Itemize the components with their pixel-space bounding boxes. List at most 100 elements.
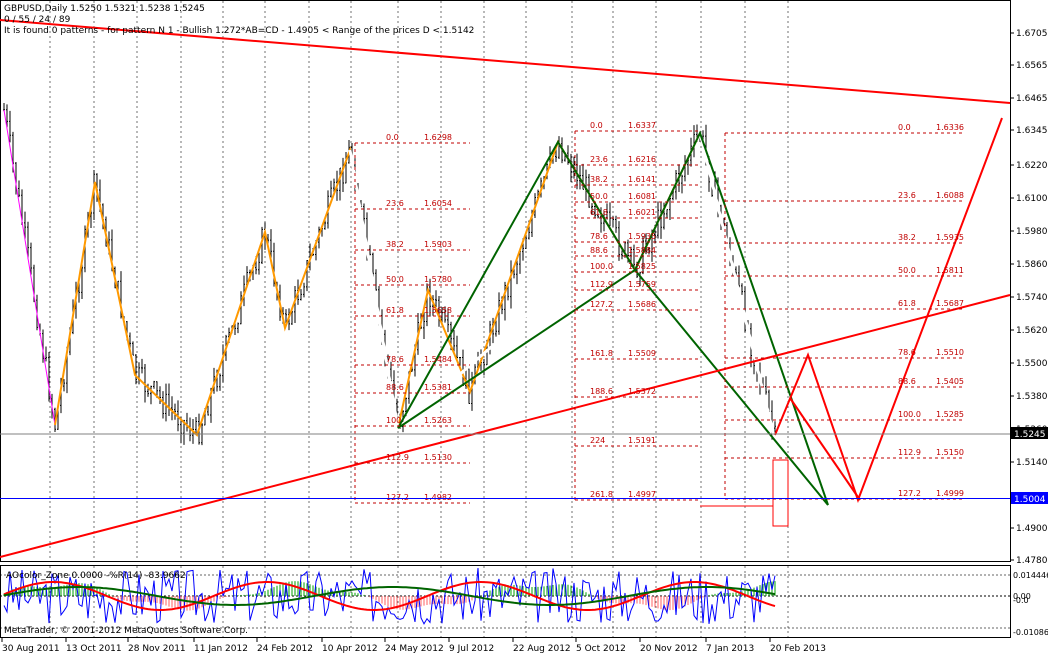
fib-level-price: 1.6336 <box>936 123 964 132</box>
williams-r-line <box>3 567 776 625</box>
price-tick-label: 1.5980 <box>1016 227 1048 237</box>
fib-level-price: 1.6298 <box>424 133 452 142</box>
fib-level-pct: 50.0 <box>386 275 404 284</box>
time-tick-label: 28 Nov 2011 <box>128 644 186 654</box>
time-tick-label: 22 Aug 2012 <box>513 644 571 654</box>
copyright-text: MetaTrader, © 2001-2012 MetaQuotes Softw… <box>4 626 249 636</box>
fib-level-price: 1.4999 <box>936 489 964 498</box>
price-tick-label: 1.6705 <box>1016 29 1048 39</box>
time-tick-label: 24 May 2012 <box>385 644 444 654</box>
current-price-badge: 1.5245 <box>1011 427 1048 440</box>
indicator-label: AOcolor_Zone 0.0000 -%R(14) -83.9662 <box>6 571 186 581</box>
fib-level-pct: 224 <box>590 436 605 445</box>
pattern-triangle-1 <box>397 140 637 429</box>
price-tick-label: 1.6220 <box>1016 161 1048 171</box>
fib-level-price: 1.6054 <box>424 199 452 208</box>
fib-level-price: 1.5935 <box>628 232 656 241</box>
pattern-label: Bullish 1.272*AB=CD <box>797 174 968 194</box>
time-tick-label: 5 Oct 2012 <box>576 644 626 654</box>
fib-level-pct: 38.2 <box>590 175 608 184</box>
price-tick-label: 1.4900 <box>1016 524 1048 534</box>
fibonacci-levels: 0.0 1.6298 23.6 1.6054 38.2 1.5903 50.0 1.5780 6… <box>354 121 965 504</box>
projection-line-2 <box>789 397 861 501</box>
price-tick-label: 1.6100 <box>1016 194 1048 204</box>
indicator-tick-label: -0.0 <box>1013 596 1029 605</box>
fib-level-pct: 88.6 <box>590 246 608 255</box>
pattern-info: It is found 0 patterns - for pattern N 1… <box>4 26 475 36</box>
price-tick-label: 1.4780 <box>1016 556 1048 566</box>
fib-level-price: 1.5658 <box>424 306 452 315</box>
fib-level-price: 1.5285 <box>936 410 964 419</box>
fib-level-pct: 0.0 <box>898 123 911 132</box>
time-tick-label: 11 Jan 2012 <box>194 644 248 654</box>
fib-level-pct: 23.6 <box>590 155 608 164</box>
price-tick-label: 1.5380 <box>1016 392 1048 402</box>
fib-level-pct: 100.0 <box>590 262 613 271</box>
fib-level-pct: 23.6 <box>386 199 404 208</box>
time-tick-label: 13 Oct 2011 <box>66 644 122 654</box>
fib-level-price: 1.6021 <box>628 208 656 217</box>
current-price-box <box>1011 427 1048 439</box>
level-price-label: 1.5004 <box>1014 495 1046 505</box>
symbol-header: GBPUSD,Daily 1.5250 1.5321 1.5238 1.5245 <box>4 4 205 14</box>
price-tick-label: 1.5140 <box>1016 458 1048 468</box>
time-axis: 30 Aug 2011 13 Oct 2011 28 Nov 2011 11 Jan … <box>1 637 826 654</box>
fib-level-price: 1.5811 <box>936 266 964 275</box>
zigzag-params: 0 / 55 / 24 / 89 <box>4 15 71 25</box>
price-tick-label: 1.6565 <box>1016 61 1048 71</box>
fib-level-price: 1.5509 <box>628 349 656 358</box>
fib-level-pct: 161.8 <box>590 349 613 358</box>
fib-level-pct: 188.6 <box>590 387 613 396</box>
indicator-axis: 0.0144460 0.00-0.0 -0.0108660 <box>1013 571 1048 637</box>
fib-level-price: 1.4997 <box>628 490 656 499</box>
indicator-tick-label: -0.0108660 <box>1013 628 1048 637</box>
fib-level-pct: 50.0 <box>898 266 916 275</box>
fib-level-price: 1.5884 <box>628 246 656 255</box>
fib-level-price: 1.5780 <box>424 275 452 284</box>
fib-level-price: 1.6216 <box>628 155 656 164</box>
price-tick-label: 1.6345 <box>1016 126 1048 136</box>
fib-level-pct: 127.2 <box>590 300 613 309</box>
white-leg-5 <box>698 132 777 441</box>
fib-level-pct: 127.2 <box>898 489 921 498</box>
fib-level-price: 1.5903 <box>424 240 452 249</box>
fib-level-price: 1.6141 <box>628 175 656 184</box>
indicator-tick-label: 0.0144460 <box>1013 571 1048 580</box>
price-tick-label: 1.5500 <box>1016 359 1048 369</box>
fib-level-pct: 112.9 <box>386 453 409 462</box>
white-leg-2 <box>397 320 521 430</box>
white-leg-3 <box>518 231 602 323</box>
time-tick-label: 10 Apr 2012 <box>322 644 378 654</box>
fib-level-price: 1.6081 <box>628 192 656 201</box>
white-leg-1 <box>348 149 400 429</box>
fib-level-price: 1.5759 <box>628 280 656 289</box>
fib-level-pct: 112.9 <box>898 448 921 457</box>
fib-level-pct: 50.0 <box>590 192 608 201</box>
fib-level-price: 1.5191 <box>628 436 656 445</box>
fib-level-price: 1.5484 <box>424 355 452 364</box>
target-zone-box <box>772 459 789 527</box>
fib-level-price: 1.5372 <box>628 387 656 396</box>
fib-level-price: 1.5405 <box>936 377 964 386</box>
time-tick-label: 7 Jan 2013 <box>706 644 754 654</box>
level-price-badge: 1.5004 <box>1011 492 1048 505</box>
time-tick-label: 24 Feb 2012 <box>257 644 313 654</box>
indicator-tick-label: 0.00 <box>1013 592 1031 601</box>
level-price-box <box>1011 492 1048 504</box>
fib-level-pct: 61.8 <box>590 208 608 217</box>
fib-level-price: 1.5150 <box>936 448 964 457</box>
fib-level-price: 1.5263 <box>424 416 452 425</box>
lower-trend-line <box>0 294 1011 558</box>
price-tick-label: 1.5860 <box>1016 260 1048 270</box>
fib-level-price: 1.5381 <box>424 383 452 392</box>
price-tick-label: 1.5620 <box>1016 326 1048 336</box>
fib-level-price: 1.5825 <box>628 262 656 271</box>
price-axis: 1.6705 1.6565 1.6465 1.6345 1.6220 1.6100 1.59… <box>1010 29 1048 566</box>
fib-level-pct: 61.8 <box>898 299 916 308</box>
fib-level-price: 1.5510 <box>936 348 964 357</box>
fib-level-pct: 0.0 <box>386 133 399 142</box>
fib-level-price: 1.4982 <box>424 493 452 502</box>
time-tick-label: 9 Jul 2012 <box>449 644 494 654</box>
upper-trend-line <box>0 19 1011 104</box>
